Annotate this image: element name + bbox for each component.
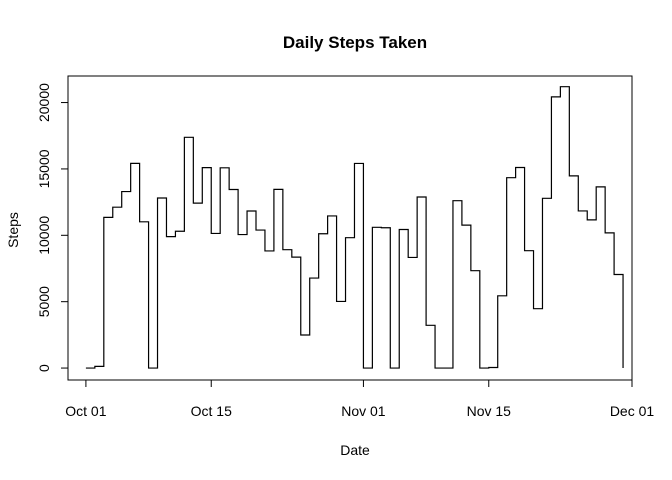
x-tick-label: Nov 15 — [467, 403, 512, 419]
chart-title: Daily Steps Taken — [283, 33, 427, 52]
plot-area-frame — [67, 75, 633, 381]
x-axis: Oct 01 Oct 15 Nov 01 Nov 15 Dec 01 — [65, 379, 655, 419]
y-tick-label: 15000 — [36, 149, 52, 188]
x-tick-label: Oct 01 — [65, 403, 106, 419]
x-tick-label: Dec 01 — [610, 403, 655, 419]
x-axis-label: Date — [340, 442, 370, 458]
x-tick-label: Nov 01 — [341, 403, 386, 419]
x-tick-label: Oct 15 — [191, 403, 232, 419]
y-tick-label: 5000 — [36, 286, 52, 317]
y-axis-label: Steps — [5, 212, 21, 248]
y-tick-label: 0 — [36, 364, 52, 372]
y-tick-label: 20000 — [36, 83, 52, 122]
series-line-steps — [85, 86, 624, 369]
y-axis: 0 5000 10000 15000 20000 — [36, 83, 69, 372]
y-tick-label: 10000 — [36, 216, 52, 255]
